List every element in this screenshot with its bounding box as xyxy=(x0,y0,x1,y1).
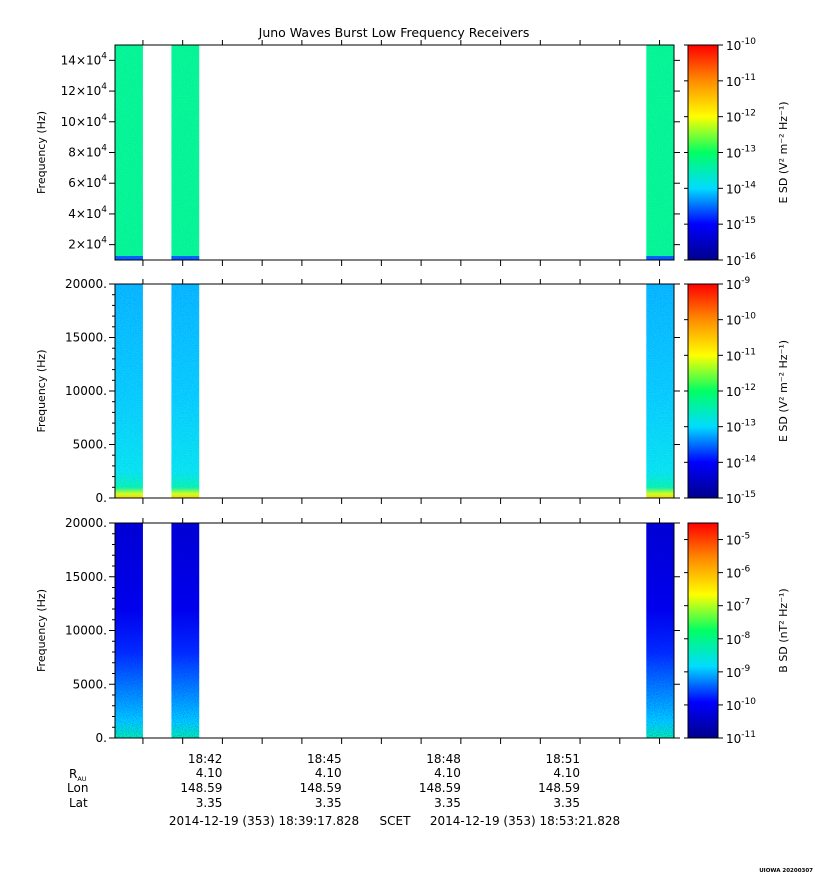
version-stamp: UIOWA 20200307 xyxy=(759,868,813,874)
colorbar-tick-label: 10-15 xyxy=(726,216,756,232)
colorbar-label: B SD (nT² Hz⁻¹) xyxy=(777,588,790,672)
colorbar-tick-label: 10-5 xyxy=(726,532,750,548)
time-axis: 18:42 18:45 18:48 18:51 xyxy=(188,752,580,766)
lon-row-label: Lon xyxy=(67,781,88,795)
colorbar-tick-label: 10-11 xyxy=(726,730,756,746)
burst-block xyxy=(646,284,675,498)
ephemeris-table: RAU Lon Lat 4.10148.593.354.10148.593.35… xyxy=(67,766,580,810)
colorbar-tick-label: 10-12 xyxy=(726,109,756,125)
burst-speckle xyxy=(646,45,675,260)
colorbar-tick-label: 10-8 xyxy=(726,631,751,647)
figure-title: Juno Waves Burst Low Frequency Receivers xyxy=(258,25,530,40)
colorbar-tick-label: 10-13 xyxy=(726,419,756,435)
burst-speckle xyxy=(646,284,675,498)
rau-row-label: RAU xyxy=(69,767,87,783)
x-tick-label: 18:48 xyxy=(426,752,461,766)
lat-value: 3.35 xyxy=(434,796,461,810)
y-tick-label: 2×104 xyxy=(68,236,107,252)
burst-speckle xyxy=(115,284,143,498)
colorbar-tick-label: 10-10 xyxy=(726,697,756,713)
footer-start-time: 2014-12-19 (353) 18:39:17.828 xyxy=(169,814,359,828)
footer: 2014-12-19 (353) 18:39:17.828 SCET 2014-… xyxy=(169,814,620,828)
colorbar-tick-label: 10-14 xyxy=(726,180,756,196)
y-tick-label: 15000. xyxy=(65,331,107,345)
lon-value: 148.59 xyxy=(300,781,342,795)
colorbar xyxy=(687,283,719,499)
burst-block xyxy=(171,284,200,498)
x-tick-label: 18:42 xyxy=(188,752,223,766)
x-tick-label: 18:51 xyxy=(545,752,580,766)
footer-frame: SCET xyxy=(380,814,412,828)
colorbar-tick-label: 10-15 xyxy=(726,490,756,506)
colorbar-tick-label: 10-12 xyxy=(726,383,756,399)
burst-noise xyxy=(646,523,675,738)
y-tick-label: 0. xyxy=(96,731,107,745)
y-tick-label: 10×104 xyxy=(61,113,108,129)
burst-block xyxy=(646,523,675,738)
colorbar-tick-label: 10-11 xyxy=(726,347,756,363)
colorbar-tick-label: 10-6 xyxy=(726,565,751,581)
y-tick-label: 12×104 xyxy=(61,82,108,98)
rau-value: 4.10 xyxy=(553,766,580,780)
y-tick-label: 10000. xyxy=(65,624,107,638)
colorbar-label: E SD (V² m⁻² Hz⁻¹) xyxy=(777,101,790,203)
burst-block xyxy=(115,284,143,498)
burst-block xyxy=(171,45,200,260)
y-axis-label: Frequency (Hz) xyxy=(35,589,48,672)
y-tick-label: 10000. xyxy=(65,384,107,398)
footer-end-time: 2014-12-19 (353) 18:53:21.828 xyxy=(430,814,620,828)
burst-block xyxy=(115,523,143,738)
panel-top: 2×104 4×104 6×104 8×104 10×104 12×104 14×104 Fr… xyxy=(35,37,790,268)
y-tick-label: 14×104 xyxy=(61,51,108,67)
burst-speckle xyxy=(171,45,200,260)
y-tick-label: 20000. xyxy=(65,277,107,291)
panel-bottom: 0. 5000. 10000. 15000. 20000. Frequency (Hz) 1… xyxy=(35,516,790,746)
rau-value: 4.10 xyxy=(196,766,223,780)
lon-value: 148.59 xyxy=(180,781,222,795)
colorbar xyxy=(687,44,719,261)
colorbar xyxy=(687,522,719,739)
colorbar-tick-label: 10-11 xyxy=(726,73,756,89)
colorbar-tick-label: 10-10 xyxy=(726,312,756,328)
lat-row-label: Lat xyxy=(69,796,88,810)
panel-middle: 0. 5000. 10000. 15000. 20000. Frequency (Hz) 1… xyxy=(35,276,790,506)
lat-value: 3.35 xyxy=(196,796,223,810)
y-tick-label: 8×104 xyxy=(68,144,107,160)
lon-value: 148.59 xyxy=(419,781,461,795)
y-tick-label: 20000. xyxy=(65,516,107,530)
colorbar-tick-label: 10-16 xyxy=(726,252,756,268)
lat-value: 3.35 xyxy=(315,796,342,810)
colorbar-tick-label: 10-14 xyxy=(726,454,756,470)
lon-value: 148.59 xyxy=(538,781,580,795)
y-tick-label: 15000. xyxy=(65,570,107,584)
y-axis-label: Frequency (Hz) xyxy=(35,350,48,433)
burst-block xyxy=(115,45,143,260)
colorbar-tick-label: 10-9 xyxy=(726,276,751,292)
burst-speckle xyxy=(171,284,200,498)
y-tick-label: 4×104 xyxy=(68,205,107,221)
burst-noise xyxy=(171,523,200,738)
y-tick-label: 5000. xyxy=(73,677,107,691)
y-tick-label: 0. xyxy=(96,491,107,505)
burst-block xyxy=(646,45,675,260)
colorbar-tick-label: 10-7 xyxy=(726,598,750,614)
y-axis-label: Frequency (Hz) xyxy=(35,111,48,194)
burst-speckle xyxy=(115,45,143,260)
x-tick-label: 18:45 xyxy=(307,752,342,766)
burst-block xyxy=(171,523,200,738)
y-tick-label: 5000. xyxy=(73,438,107,452)
colorbar-tick-label: 10-13 xyxy=(726,145,756,161)
lat-value: 3.35 xyxy=(553,796,580,810)
y-tick-label: 6×104 xyxy=(68,174,107,190)
rau-value: 4.10 xyxy=(315,766,342,780)
colorbar-tick-label: 10-10 xyxy=(726,37,756,53)
colorbar-tick-label: 10-9 xyxy=(726,664,751,680)
burst-noise xyxy=(115,523,143,738)
rau-value: 4.10 xyxy=(434,766,461,780)
colorbar-label: E SD (V² m⁻² Hz⁻¹) xyxy=(777,340,790,442)
